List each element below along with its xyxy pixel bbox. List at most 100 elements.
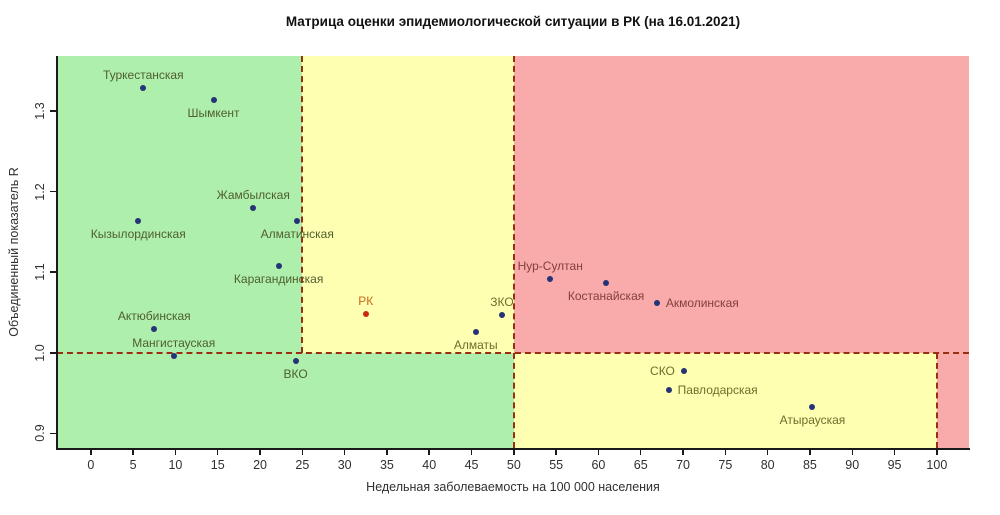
data-point-label: Туркестанская: [102, 68, 184, 83]
zone-yellow-top: [302, 56, 514, 353]
data-point: [653, 299, 660, 306]
data-point: [275, 262, 282, 269]
data-point: [170, 353, 177, 360]
zone-green-bottom: [302, 352, 514, 448]
data-point-label: Акмолинская: [665, 295, 739, 310]
x-tick-mark: [470, 449, 473, 455]
plot-area: Туркестанская Шымкент Жамбылская Кызылордин…: [57, 56, 969, 448]
x-tick-label: 100: [926, 458, 948, 472]
x-tick-label: 60: [591, 458, 606, 472]
x-tick-mark: [343, 449, 346, 455]
data-point-label: Алматинская: [260, 227, 334, 242]
x-tick-mark: [90, 449, 92, 455]
x-tick-mark: [174, 449, 177, 455]
y-tick-mark: [50, 352, 57, 354]
data-point-label: Актюбинская: [117, 308, 191, 323]
x-tick-mark: [893, 449, 896, 455]
x-tick-label: 20: [253, 458, 267, 472]
data-point-label: Карагандинская: [233, 271, 324, 286]
y-tick-mark: [50, 432, 57, 435]
x-tick-mark: [132, 449, 134, 455]
x-tick-label: 85: [802, 458, 817, 472]
data-point-label: Костанайская: [567, 289, 645, 304]
x-tick-label: 15: [210, 458, 225, 472]
y-axis-title: Объединенный показатель R: [7, 167, 21, 337]
x-tick-mark: [682, 449, 684, 455]
data-point-label: Нур-Султан: [517, 259, 583, 274]
data-point: [140, 85, 147, 92]
data-point: [292, 357, 299, 364]
x-tick-mark: [513, 449, 515, 455]
x-tick-label: 70: [676, 458, 690, 472]
data-point-label: РК: [358, 294, 374, 309]
data-point-label: Алматы: [453, 337, 498, 352]
x-tick-mark: [386, 449, 388, 455]
x-tick-label: 55: [549, 458, 564, 472]
x-tick-label: 10: [168, 458, 183, 472]
x-tick-mark: [301, 449, 304, 455]
x-tick-mark: [936, 449, 938, 455]
threshold-line-x100: [935, 352, 938, 448]
data-point-label: СКО: [650, 364, 675, 379]
y-tick-label: 1.3: [33, 102, 47, 120]
y-tick-label: 0.9: [33, 424, 47, 443]
x-tick-label: 90: [845, 458, 860, 472]
x-axis-title: Недельная заболеваемость на 100 000 насе…: [366, 480, 660, 494]
data-point-label: Жамбылская: [216, 188, 290, 203]
data-point: [250, 205, 257, 212]
data-point: [603, 280, 610, 287]
x-tick-label: 45: [464, 458, 479, 472]
data-point-label: ЗКО: [490, 294, 514, 309]
y-tick-mark: [50, 110, 57, 112]
zone-red-top: [513, 56, 969, 353]
zone-red-bottom: [936, 352, 969, 448]
data-point: [809, 403, 816, 410]
zone-green-left: [57, 56, 303, 448]
x-tick-label: 35: [379, 458, 394, 472]
x-tick-label: 80: [760, 458, 775, 472]
data-point-label: Павлодарская: [677, 382, 758, 397]
x-tick-label: 5: [129, 458, 137, 472]
data-point: [547, 276, 554, 283]
data-point-label: Мангистауская: [132, 336, 216, 351]
y-tick-mark: [50, 271, 57, 273]
data-point-label: Атырауская: [779, 412, 846, 427]
threshold-line-x25: [301, 56, 304, 353]
x-tick-label: 50: [506, 458, 521, 472]
x-tick-label: 0: [87, 458, 95, 472]
x-tick-mark: [259, 449, 261, 455]
x-tick-mark: [639, 449, 642, 455]
data-point: [135, 218, 142, 225]
y-tick-label: 1.2: [33, 182, 47, 201]
threshold-line-x50: [512, 56, 515, 448]
data-point: [472, 328, 479, 335]
data-point-label: ВКО: [283, 366, 308, 381]
data-point: [499, 311, 505, 318]
x-tick-mark: [766, 449, 769, 455]
x-tick-label: 65: [633, 458, 648, 472]
x-tick-mark: [555, 449, 557, 455]
x-tick-mark: [597, 449, 600, 455]
data-point: [680, 368, 687, 375]
data-point: [665, 386, 672, 393]
data-point: [151, 325, 158, 332]
data-point: [362, 311, 369, 318]
x-tick-label: 25: [295, 458, 310, 472]
chart-title: Матрица оценки эпидемиологической ситуац…: [285, 14, 741, 29]
x-tick-mark: [724, 449, 727, 455]
x-tick-label: 30: [337, 458, 352, 472]
data-point-label: Кызылординская: [90, 227, 186, 242]
x-tick-label: 40: [422, 458, 437, 472]
x-tick-mark: [216, 449, 219, 455]
y-axis-line: [56, 56, 58, 449]
x-tick-label: 75: [718, 458, 733, 472]
data-point: [294, 218, 301, 225]
x-tick-mark: [428, 449, 430, 455]
data-point: [210, 96, 217, 103]
x-tick-mark: [851, 449, 853, 455]
y-tick-mark: [50, 190, 57, 193]
y-tick-label: 1.1: [33, 263, 47, 281]
y-tick-label: 1.0: [33, 344, 47, 362]
x-tick-label: 95: [887, 458, 902, 472]
x-tick-mark: [809, 449, 811, 455]
